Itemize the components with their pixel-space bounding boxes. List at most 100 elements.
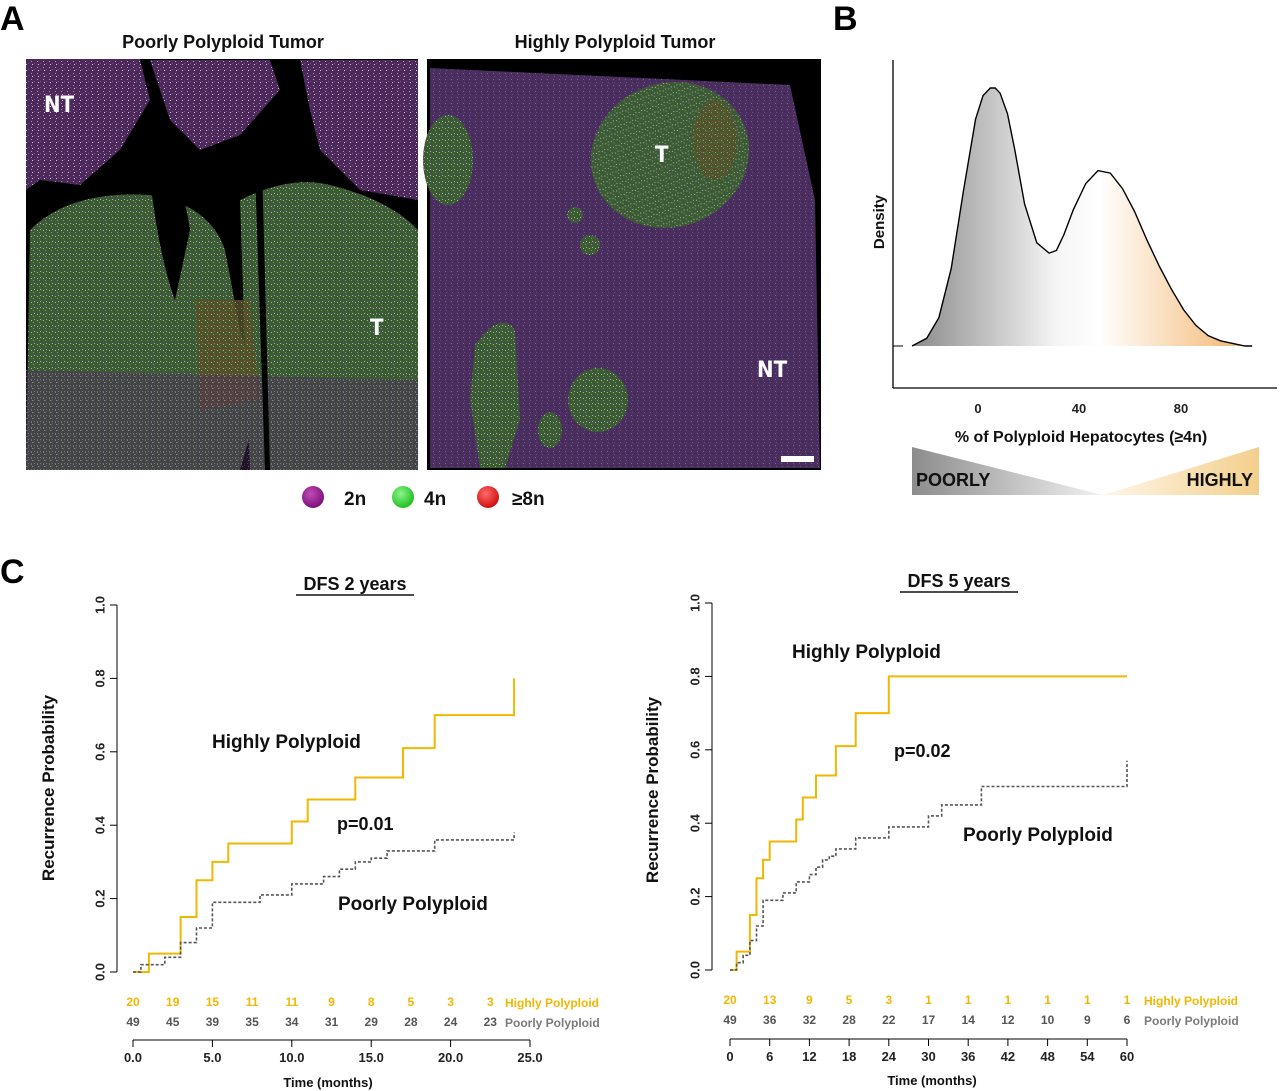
risk-count-highly: 1 bbox=[1124, 993, 1131, 1007]
risk-count-highly: 5 bbox=[846, 993, 853, 1007]
km-x-tick-label: 6 bbox=[766, 1049, 773, 1064]
km-y-tick-label: 0.4 bbox=[92, 815, 107, 834]
dfs2-ylabel: Recurrence Probability bbox=[39, 694, 58, 881]
km-x-tick-label: 20.0 bbox=[438, 1050, 463, 1065]
km-x-tick-label: 42 bbox=[1001, 1049, 1015, 1064]
risk-count-poorly: 10 bbox=[1041, 1013, 1055, 1027]
km-x-tick-label: 60 bbox=[1120, 1049, 1134, 1064]
risk-count-poorly: 14 bbox=[962, 1013, 976, 1027]
risk-count-poorly: 45 bbox=[166, 1015, 180, 1029]
risk-count-poorly: 34 bbox=[285, 1015, 299, 1029]
risk-count-poorly: 24 bbox=[444, 1015, 458, 1029]
dfs2-highly-label: Highly Polyploid bbox=[212, 732, 361, 753]
risk-count-highly: 3 bbox=[487, 995, 494, 1009]
risk-count-highly: 3 bbox=[447, 995, 454, 1009]
right-micrograph-title: Highly Polyploid Tumor bbox=[515, 32, 716, 52]
risk-count-highly: 20 bbox=[723, 993, 737, 1007]
risk-label-poorly: Poorly Polyploid bbox=[505, 1016, 600, 1030]
highly-bar-label: HIGHLY bbox=[1187, 470, 1253, 490]
risk-count-poorly: 32 bbox=[803, 1013, 817, 1027]
km-y-tick-label: 0.8 bbox=[92, 669, 107, 687]
risk-count-poorly: 22 bbox=[882, 1013, 896, 1027]
risk-count-highly: 1 bbox=[1084, 993, 1091, 1007]
highly-polyploid-curve bbox=[133, 678, 516, 973]
risk-count-poorly: 17 bbox=[922, 1013, 936, 1027]
legend-8n-swatch bbox=[477, 486, 499, 508]
risk-count-highly: 1 bbox=[1005, 993, 1012, 1007]
km-x-tick-label: 54 bbox=[1080, 1049, 1095, 1064]
legend-2n-label: 2n bbox=[344, 489, 366, 510]
risk-count-poorly: 49 bbox=[723, 1013, 737, 1027]
t-label-right: T bbox=[655, 143, 669, 168]
km-x-tick-label: 48 bbox=[1040, 1049, 1054, 1064]
risk-count-highly: 20 bbox=[126, 995, 140, 1009]
risk-count-highly: 19 bbox=[166, 995, 180, 1009]
density-tick-label: 40 bbox=[1072, 401, 1086, 416]
risk-count-poorly: 49 bbox=[126, 1015, 140, 1029]
risk-count-poorly: 6 bbox=[1124, 1013, 1131, 1027]
risk-count-highly: 1 bbox=[965, 993, 972, 1007]
km-x-tick-label: 0 bbox=[726, 1049, 733, 1064]
risk-count-highly: 8 bbox=[368, 995, 375, 1009]
panel-letter-c: C bbox=[0, 553, 25, 591]
legend-2n-swatch bbox=[302, 486, 324, 508]
dfs5-p-value: p=0.02 bbox=[894, 741, 951, 761]
risk-count-poorly: 9 bbox=[1084, 1013, 1091, 1027]
highly-polyploid-curve bbox=[730, 675, 1127, 971]
highly-wedge bbox=[1103, 447, 1259, 495]
km-x-tick-label: 12 bbox=[802, 1049, 816, 1064]
km-y-tick-label: 0.2 bbox=[92, 890, 107, 908]
km-y-tick-label: 0.8 bbox=[687, 667, 702, 685]
risk-label-poorly: Poorly Polyploid bbox=[1144, 1014, 1239, 1028]
km-plot-dfs-2-years: DFS 2 years Recurrence Probability Time … bbox=[39, 574, 600, 1090]
km-y-tick-label: 0.4 bbox=[687, 813, 702, 832]
panel-letter-a: A bbox=[0, 0, 25, 38]
km-x-tick-label: 36 bbox=[961, 1049, 975, 1064]
poorly-polyploid-curve bbox=[133, 832, 515, 973]
poorly-bar-label: POORLY bbox=[916, 470, 990, 490]
nt-label-left: NT bbox=[44, 93, 75, 118]
km-plot-dfs-5-years: DFS 5 years Recurrence Probability Time … bbox=[643, 571, 1239, 1088]
density-area bbox=[912, 88, 1253, 346]
poorly-wedge bbox=[912, 447, 1103, 495]
risk-count-highly: 13 bbox=[763, 993, 777, 1007]
km-x-tick-label: 24 bbox=[882, 1049, 897, 1064]
dfs5-highly-label: Highly Polyploid bbox=[792, 642, 941, 663]
legend-8n-label: ≥8n bbox=[512, 489, 545, 510]
density-ylabel: Density bbox=[871, 194, 888, 249]
density-xlabel: % of Polyploid Hepatocytes (≥4n) bbox=[955, 429, 1207, 446]
km-x-tick-label: 0.0 bbox=[124, 1050, 142, 1065]
km-x-tick-label: 15.0 bbox=[359, 1050, 384, 1065]
dfs5-xlabel: Time (months) bbox=[887, 1073, 976, 1088]
km-y-tick-label: 0.0 bbox=[92, 963, 107, 981]
legend-4n-label: 4n bbox=[424, 489, 446, 510]
risk-label-highly: Highly Polyploid bbox=[505, 996, 599, 1010]
risk-count-poorly: 39 bbox=[206, 1015, 220, 1029]
risk-count-poorly: 29 bbox=[365, 1015, 379, 1029]
km-x-tick-label: 18 bbox=[842, 1049, 856, 1064]
risk-count-poorly: 12 bbox=[1001, 1013, 1015, 1027]
left-micrograph-title: Poorly Polyploid Tumor bbox=[122, 32, 324, 52]
km-x-tick-label: 10.0 bbox=[279, 1050, 304, 1065]
dfs5-title: DFS 5 years bbox=[907, 571, 1010, 591]
km-x-tick-label: 5.0 bbox=[203, 1050, 221, 1065]
risk-count-poorly: 36 bbox=[763, 1013, 777, 1027]
risk-count-highly: 1 bbox=[1044, 993, 1051, 1007]
legend-4n-swatch bbox=[392, 486, 414, 508]
km-x-tick-label: 30 bbox=[921, 1049, 935, 1064]
t-label-left: T bbox=[370, 316, 384, 341]
km-y-tick-label: 1.0 bbox=[687, 594, 702, 612]
dfs5-ylabel: Recurrence Probability bbox=[643, 696, 662, 883]
dfs2-p-value: p=0.01 bbox=[337, 814, 394, 834]
km-y-tick-label: 0.6 bbox=[687, 741, 702, 759]
risk-count-highly: 9 bbox=[806, 993, 813, 1007]
poorly-polyploid-curve bbox=[730, 760, 1128, 971]
scale-bar bbox=[781, 456, 814, 462]
density-plot: Density % of Polyploid Hepatocytes (≥4n)… bbox=[871, 60, 1277, 495]
km-y-tick-label: 1.0 bbox=[92, 596, 107, 614]
risk-count-poorly: 28 bbox=[842, 1013, 856, 1027]
density-tick-label: 0 bbox=[974, 401, 981, 416]
risk-count-poorly: 28 bbox=[404, 1015, 418, 1029]
panel-letter-b: B bbox=[833, 0, 858, 38]
dfs2-title: DFS 2 years bbox=[303, 574, 406, 594]
